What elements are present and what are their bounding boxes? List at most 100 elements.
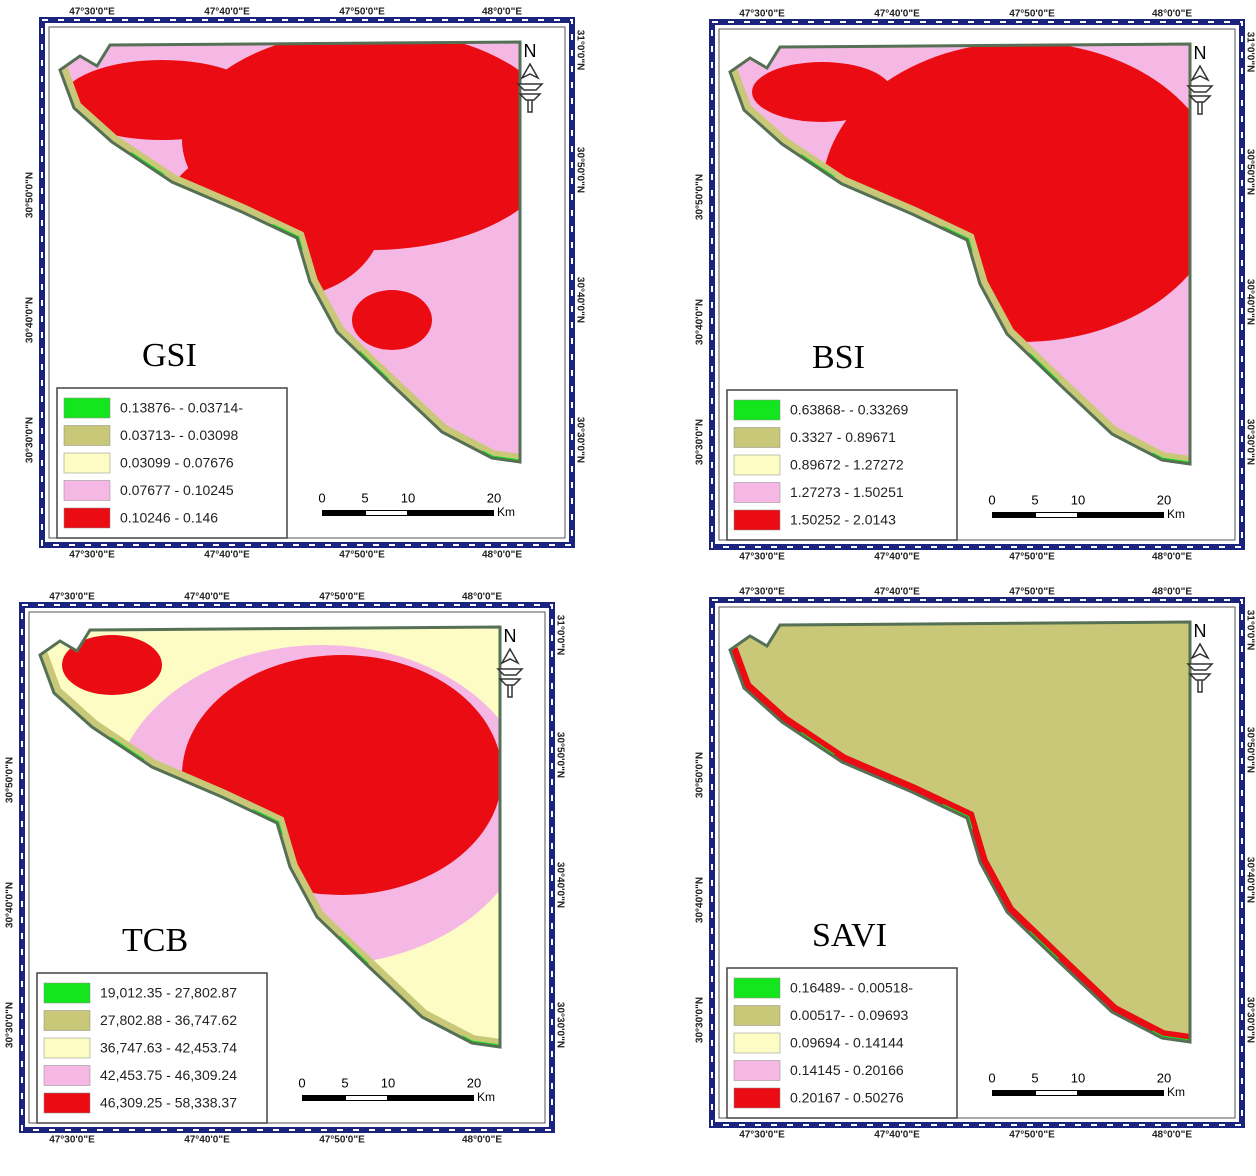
map-region <box>62 635 162 695</box>
latitude-label: 30°30'0"N <box>554 1002 565 1048</box>
legend-swatch <box>733 482 781 503</box>
legend-label: 46,309.25 - 58,338.37 <box>100 1095 237 1111</box>
latitude-label: 30°40'0"N <box>695 877 706 923</box>
legend-label: 0.00517- - 0.09693 <box>790 1007 909 1023</box>
north-arrow <box>1186 642 1214 693</box>
legend-label: 36,747.63 - 42,453.74 <box>100 1040 237 1056</box>
frame <box>19 602 555 1133</box>
map-title: SAVI <box>812 917 887 954</box>
legend-swatch <box>733 454 781 476</box>
longitude-label: 47°50'0"E <box>1009 9 1055 20</box>
scale-label: 0 <box>988 1070 995 1085</box>
legend-label: 0.09694 - 0.14144 <box>790 1035 904 1051</box>
legend-label: 0.3327 - 0.89671 <box>790 429 896 445</box>
scale-bar-gap <box>346 1096 387 1100</box>
scale-label: 10 <box>381 1075 395 1090</box>
scale-label: 10 <box>401 490 415 505</box>
legend-swatch <box>43 1010 91 1031</box>
longitude-label: 48°0'0"E <box>1152 9 1192 20</box>
map-region <box>62 60 262 140</box>
legend-swatch <box>43 1092 91 1114</box>
frame <box>709 597 1245 1128</box>
latitude-label: 31°0'0"N <box>574 30 585 71</box>
north-arrow <box>496 647 524 698</box>
scale-label: 0 <box>318 490 325 505</box>
north-arrow <box>1186 64 1214 115</box>
scale-unit: Km <box>497 505 515 519</box>
longitude-label: 47°30'0"E <box>739 552 785 563</box>
north-label: N <box>504 626 517 646</box>
longitude-label: 47°40'0"E <box>204 7 250 18</box>
legend-label: 27,802.88 - 36,747.62 <box>100 1012 237 1028</box>
latitude-label: 30°50'0"N <box>574 147 585 193</box>
legend-swatch <box>63 425 111 446</box>
legend-swatch <box>43 1065 91 1086</box>
map-region <box>352 290 432 350</box>
longitude-label: 47°30'0"E <box>739 587 785 598</box>
scale-bar <box>992 1090 1164 1096</box>
longitude-label: 47°40'0"E <box>204 550 250 561</box>
map-region <box>752 62 892 122</box>
latitude-label: 30°30'0"N <box>1244 419 1255 465</box>
legend-label: 0.03099 - 0.07676 <box>120 455 234 471</box>
frame <box>39 17 575 548</box>
scale-bar-gap <box>1036 513 1077 517</box>
scale-label: 20 <box>1157 492 1171 507</box>
legend-swatch <box>63 480 111 501</box>
map-base <box>730 622 1190 1042</box>
scale-label: 20 <box>487 490 501 505</box>
legend-swatch <box>63 452 111 474</box>
latitude-label: 30°50'0"N <box>554 732 565 778</box>
scale-label: 5 <box>341 1075 348 1090</box>
longitude-label: 47°50'0"E <box>319 1135 365 1146</box>
inner-frame <box>28 611 546 1124</box>
longitude-label: 48°0'0"E <box>482 7 522 18</box>
inner-frame <box>718 28 1236 541</box>
longitude-label: 47°40'0"E <box>184 592 230 603</box>
legend-label: 0.13876- - 0.03714- <box>120 400 243 416</box>
inner-frame <box>48 26 566 539</box>
north-label: N <box>1194 43 1207 63</box>
latitude-label: 30°40'0"N <box>695 299 706 345</box>
legend-swatch <box>43 1037 91 1059</box>
longitude-label: 47°50'0"E <box>339 550 385 561</box>
latitude-label: 30°50'0"N <box>5 757 16 803</box>
inner-frame <box>718 606 1236 1119</box>
latitude-label: 30°30'0"N <box>1244 997 1255 1043</box>
latitude-label: 31°0'0"N <box>1244 32 1255 73</box>
latitude-label: 30°50'0"N <box>1244 149 1255 195</box>
longitude-label: 47°40'0"E <box>874 552 920 563</box>
longitude-label: 48°0'0"E <box>462 592 502 603</box>
legend-label: 0.03713- - 0.03098 <box>120 427 239 443</box>
legend-label: 1.50252 - 2.0143 <box>790 512 896 528</box>
scale-bar <box>302 1095 474 1101</box>
legend-label: 0.07677 - 0.10245 <box>120 482 234 498</box>
longitude-label: 48°0'0"E <box>1152 552 1192 563</box>
longitude-label: 47°30'0"E <box>69 550 115 561</box>
legend-label: 0.89672 - 1.27272 <box>790 457 904 473</box>
scale-bar-gap <box>1036 1091 1077 1095</box>
longitude-label: 48°0'0"E <box>1152 1130 1192 1141</box>
map-outline <box>38 625 502 1049</box>
legend-label: 0.20167 - 0.50276 <box>790 1090 904 1106</box>
longitude-label: 47°50'0"E <box>1009 587 1055 598</box>
legend-swatch <box>733 399 781 421</box>
legend-swatch <box>733 427 781 448</box>
map-outline <box>728 42 1192 466</box>
legend-label: 42,453.75 - 46,309.24 <box>100 1067 237 1083</box>
longitude-label: 47°50'0"E <box>1009 1130 1055 1141</box>
scale-bar-gap <box>366 511 407 515</box>
latitude-label: 30°40'0"N <box>25 297 36 343</box>
legend-swatch <box>733 1005 781 1026</box>
longitude-label: 47°30'0"E <box>739 1130 785 1141</box>
legend-label: 0.63868- - 0.33269 <box>790 402 909 418</box>
legend-swatch <box>733 1087 781 1109</box>
longitude-label: 47°50'0"E <box>1009 552 1055 563</box>
north-arrow <box>516 62 544 113</box>
map-panel: 47°30'0"E 47°30'0"E 47°40'0"E 47°40'0"E 47°5… <box>25 7 586 561</box>
legend-swatch <box>63 507 111 529</box>
latitude-label: 30°40'0"N <box>5 882 16 928</box>
scale-label: 0 <box>298 1075 305 1090</box>
latitude-label: 30°50'0"N <box>695 752 706 798</box>
scale-label: 5 <box>361 490 368 505</box>
